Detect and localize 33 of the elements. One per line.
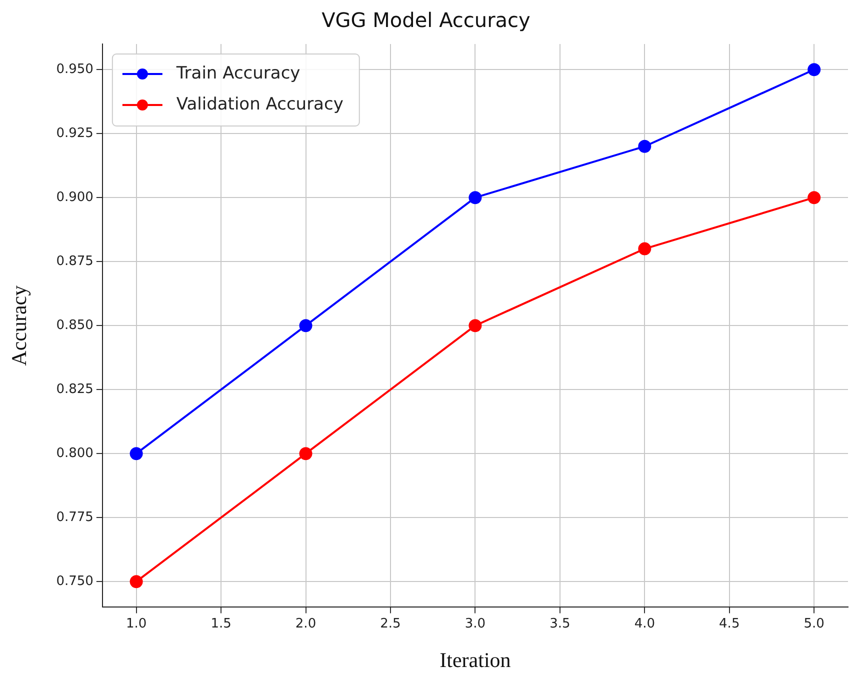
x-tick-label: 2.0	[295, 616, 316, 632]
point	[130, 447, 143, 460]
x-tick-label: 2.5	[380, 616, 401, 632]
legend-label: Validation Accuracy	[176, 94, 344, 114]
y-tick-label: 0.875	[56, 254, 94, 269]
point	[130, 575, 143, 588]
y-axis-title: Accuracy	[7, 284, 32, 366]
x-tick-label: 3.0	[464, 616, 486, 632]
point	[808, 63, 821, 76]
y-tick-label: 0.825	[56, 382, 94, 397]
point	[468, 319, 482, 332]
y-tick-label: 0.925	[56, 126, 94, 141]
y-tick-label: 0.850	[56, 318, 94, 333]
x-tick-label: 4.5	[719, 616, 740, 632]
x-tick-label: 5.0	[804, 616, 824, 632]
point	[468, 191, 482, 204]
point	[299, 447, 312, 460]
y-tick-label: 0.800	[56, 446, 94, 461]
x-tick-label: 3.5	[550, 616, 570, 632]
x-axis-title: Iteration	[440, 648, 512, 672]
y-tick-label: 0.950	[56, 62, 94, 77]
point	[808, 191, 821, 204]
legend-label: Train Accuracy	[175, 63, 300, 84]
point	[638, 140, 652, 153]
y-tick-label: 0.900	[56, 190, 94, 205]
x-tick-label: 4.0	[634, 616, 656, 632]
x-tick-label: 1.0	[126, 616, 147, 632]
point	[299, 319, 312, 332]
y-tick-label: 0.750	[56, 574, 94, 589]
y-tick-label: 0.775	[56, 510, 94, 525]
point	[638, 242, 652, 256]
chart-title: VGG Model Accuracy	[322, 8, 531, 32]
x-tick-label: 1.5	[210, 616, 232, 632]
